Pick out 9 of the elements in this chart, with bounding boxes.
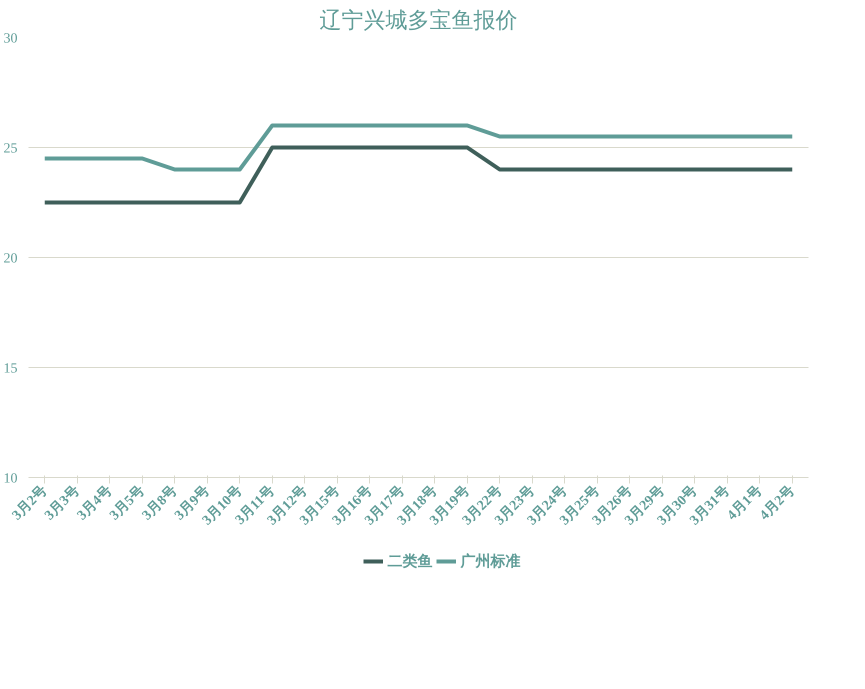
y-tick-label: 25	[4, 142, 18, 156]
chart-title: 辽宁兴城多宝鱼报价	[320, 8, 518, 32]
legend-label: 二类鱼	[388, 552, 432, 570]
y-tick-label: 15	[4, 362, 18, 376]
legend-label: 广州标准	[460, 552, 520, 570]
y-tick-label: 10	[4, 472, 18, 486]
y-tick-label: 30	[4, 32, 18, 46]
line-series	[42, 124, 794, 172]
y-tick-label: 20	[4, 252, 18, 266]
